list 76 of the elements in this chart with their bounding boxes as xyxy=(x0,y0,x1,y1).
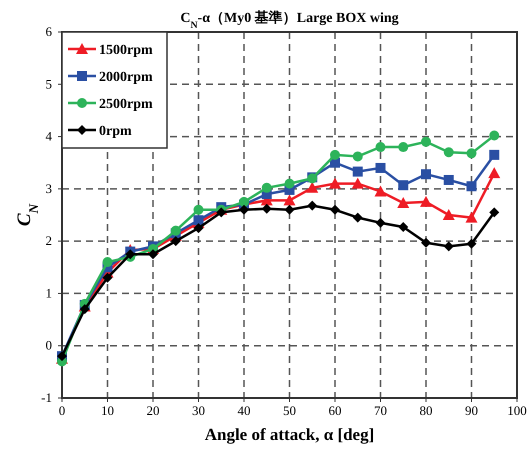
point xyxy=(80,304,90,314)
point xyxy=(444,241,454,252)
point xyxy=(374,185,386,196)
point xyxy=(397,196,410,208)
point xyxy=(307,200,318,211)
point xyxy=(466,238,476,249)
point xyxy=(194,204,204,215)
point xyxy=(420,196,432,207)
point xyxy=(466,212,478,223)
point xyxy=(170,236,181,246)
y-tick-label: 3 xyxy=(46,180,52,196)
point xyxy=(262,182,272,193)
point xyxy=(489,150,500,160)
point xyxy=(376,218,386,228)
point xyxy=(170,226,181,236)
x-tick-label: 90 xyxy=(465,403,478,418)
y-tick-label: 1 xyxy=(46,285,52,300)
point xyxy=(444,174,454,185)
point xyxy=(330,204,340,215)
point xyxy=(102,272,112,283)
point xyxy=(148,249,158,260)
point xyxy=(284,178,294,189)
y-tick-label: 2 xyxy=(46,233,52,248)
point xyxy=(421,136,431,147)
point xyxy=(466,181,476,192)
x-tick-label: 100 xyxy=(507,403,527,418)
x-tick-label: 80 xyxy=(420,403,432,418)
point xyxy=(376,142,386,152)
point xyxy=(262,204,272,214)
x-tick-label: 30 xyxy=(192,403,205,418)
legend-label: 2500rpm xyxy=(99,97,153,112)
point xyxy=(239,204,249,215)
point xyxy=(466,148,476,158)
y-tick-label: 6 xyxy=(46,24,52,39)
y-tick-label: 5 xyxy=(46,76,52,92)
point xyxy=(352,212,363,223)
legend-label: 1500rpm xyxy=(99,43,153,58)
x-tick-label: 10 xyxy=(101,403,114,418)
point xyxy=(284,204,294,215)
legend-label: 2000rpm xyxy=(99,70,153,85)
y-tick-label: 0 xyxy=(46,338,52,353)
point xyxy=(352,178,364,189)
point xyxy=(421,238,431,248)
point xyxy=(125,249,136,260)
x-tick-label: 20 xyxy=(146,403,160,418)
point xyxy=(102,257,112,268)
x-axis-title: Angle of attack, α [deg] xyxy=(204,425,374,444)
point xyxy=(398,142,408,152)
point xyxy=(352,151,363,162)
point xyxy=(442,209,455,220)
point xyxy=(488,167,500,178)
x-tick-label: 70 xyxy=(374,403,387,418)
x-tick-label: 60 xyxy=(328,403,342,418)
point xyxy=(239,196,249,207)
point xyxy=(376,162,386,173)
y-tick-label: 4 xyxy=(46,128,52,144)
point xyxy=(489,130,500,141)
point xyxy=(398,180,408,190)
legend-label: 0rpm xyxy=(99,124,132,139)
point xyxy=(444,147,454,158)
x-tick-label: 0 xyxy=(58,403,66,418)
x-tick-label: 50 xyxy=(283,403,296,418)
point xyxy=(306,182,318,193)
point xyxy=(216,207,226,218)
point xyxy=(330,150,340,160)
x-tick-label: 40 xyxy=(238,403,250,418)
point xyxy=(284,194,296,206)
point xyxy=(421,169,431,180)
point xyxy=(194,215,204,226)
point xyxy=(489,207,500,218)
y-tick-label: -1 xyxy=(41,390,52,405)
point xyxy=(352,166,363,177)
point xyxy=(329,178,341,189)
chart-title: C$_{N}$-α（My0 基準）Large BOX wing xyxy=(180,10,399,30)
point xyxy=(194,223,204,234)
point xyxy=(398,222,408,232)
